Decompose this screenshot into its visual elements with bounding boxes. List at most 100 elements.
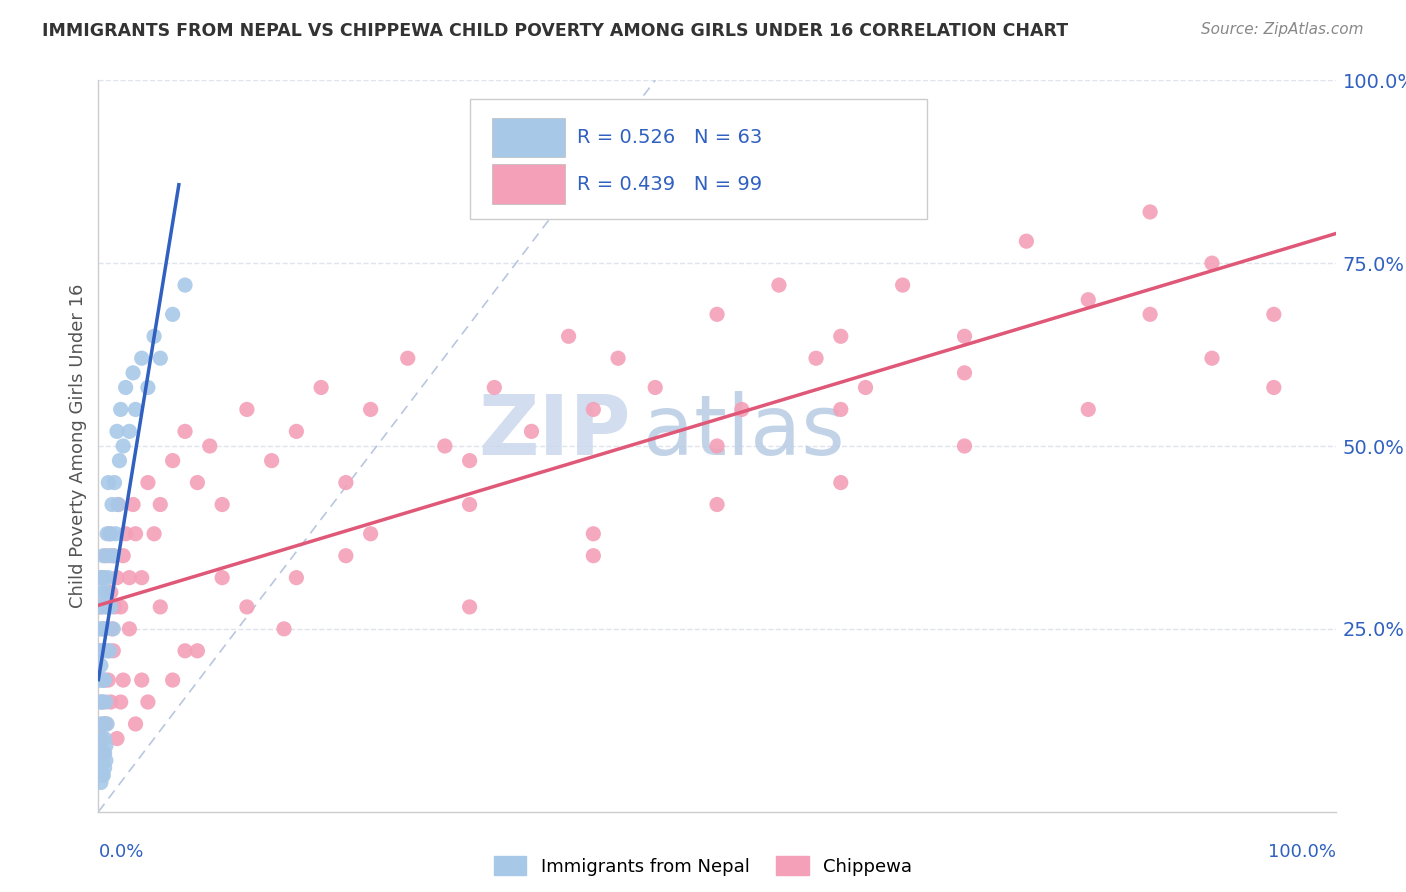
Point — [285, 425, 308, 439]
Point — [112, 673, 135, 687]
Point — [143, 526, 166, 541]
Point — [607, 351, 630, 366]
Point — [236, 599, 259, 614]
Point — [309, 380, 332, 394]
Point — [174, 425, 197, 439]
Point — [97, 571, 120, 585]
Point — [93, 622, 115, 636]
Point — [136, 475, 159, 490]
Point — [644, 380, 666, 394]
Point — [458, 453, 481, 467]
Point — [124, 402, 146, 417]
Point — [107, 498, 129, 512]
Point — [114, 526, 136, 541]
Text: R = 0.526   N = 63: R = 0.526 N = 63 — [578, 128, 762, 147]
Point — [98, 644, 121, 658]
Text: 100.0%: 100.0% — [1268, 843, 1336, 861]
Point — [93, 746, 115, 760]
Point — [91, 571, 114, 585]
Point — [96, 526, 118, 541]
Point — [91, 695, 114, 709]
Point — [101, 622, 124, 636]
Point — [706, 498, 728, 512]
Point — [1015, 234, 1038, 248]
Point — [103, 475, 125, 490]
Point — [520, 425, 543, 439]
Point — [97, 673, 120, 687]
Point — [953, 439, 976, 453]
Point — [114, 380, 136, 394]
Point — [91, 644, 114, 658]
Point — [89, 673, 111, 687]
Point — [96, 599, 118, 614]
Point — [1139, 307, 1161, 321]
Point — [91, 585, 114, 599]
Point — [94, 549, 117, 563]
Point — [89, 599, 111, 614]
Point — [91, 673, 114, 687]
Point — [830, 475, 852, 490]
Point — [90, 571, 112, 585]
Point — [433, 439, 456, 453]
Point — [100, 526, 122, 541]
Text: ZIP: ZIP — [478, 391, 630, 472]
Point — [93, 622, 115, 636]
Point — [211, 498, 233, 512]
Point — [582, 549, 605, 563]
Point — [97, 644, 120, 658]
Point — [211, 571, 233, 585]
Point — [94, 717, 117, 731]
Point — [94, 644, 117, 658]
Point — [94, 585, 117, 599]
Point — [396, 351, 419, 366]
Point — [198, 439, 221, 453]
Point — [1139, 205, 1161, 219]
Point — [93, 761, 115, 775]
Point — [98, 549, 121, 563]
Point — [953, 366, 976, 380]
Text: R = 0.439   N = 99: R = 0.439 N = 99 — [578, 175, 762, 194]
Point — [118, 622, 141, 636]
Point — [162, 453, 184, 467]
Point — [100, 585, 122, 599]
Point — [557, 329, 579, 343]
Point — [96, 599, 118, 614]
Point — [103, 549, 125, 563]
Point — [830, 329, 852, 343]
Point — [112, 439, 135, 453]
Point — [90, 599, 112, 614]
Point — [93, 549, 115, 563]
Point — [93, 673, 115, 687]
Point — [582, 402, 605, 417]
Point — [136, 380, 159, 394]
Point — [103, 549, 125, 563]
Point — [1263, 307, 1285, 321]
Point — [1077, 293, 1099, 307]
FancyBboxPatch shape — [470, 99, 928, 219]
Point — [458, 599, 481, 614]
Text: Source: ZipAtlas.com: Source: ZipAtlas.com — [1201, 22, 1364, 37]
Point — [89, 622, 111, 636]
Point — [112, 549, 135, 563]
Y-axis label: Child Poverty Among Girls Under 16: Child Poverty Among Girls Under 16 — [69, 284, 87, 608]
Point — [731, 402, 754, 417]
Point — [131, 673, 153, 687]
Point — [97, 475, 120, 490]
Point — [90, 775, 112, 789]
Point — [131, 571, 153, 585]
FancyBboxPatch shape — [492, 118, 565, 157]
Point — [360, 402, 382, 417]
Point — [124, 526, 146, 541]
Point — [107, 498, 129, 512]
Point — [90, 717, 112, 731]
Point — [110, 599, 132, 614]
Point — [94, 739, 117, 753]
Point — [101, 498, 124, 512]
Point — [273, 622, 295, 636]
Point — [236, 402, 259, 417]
Text: atlas: atlas — [643, 391, 845, 472]
Point — [93, 717, 115, 731]
Point — [1201, 256, 1223, 270]
Point — [143, 329, 166, 343]
Text: 0.0%: 0.0% — [98, 843, 143, 861]
